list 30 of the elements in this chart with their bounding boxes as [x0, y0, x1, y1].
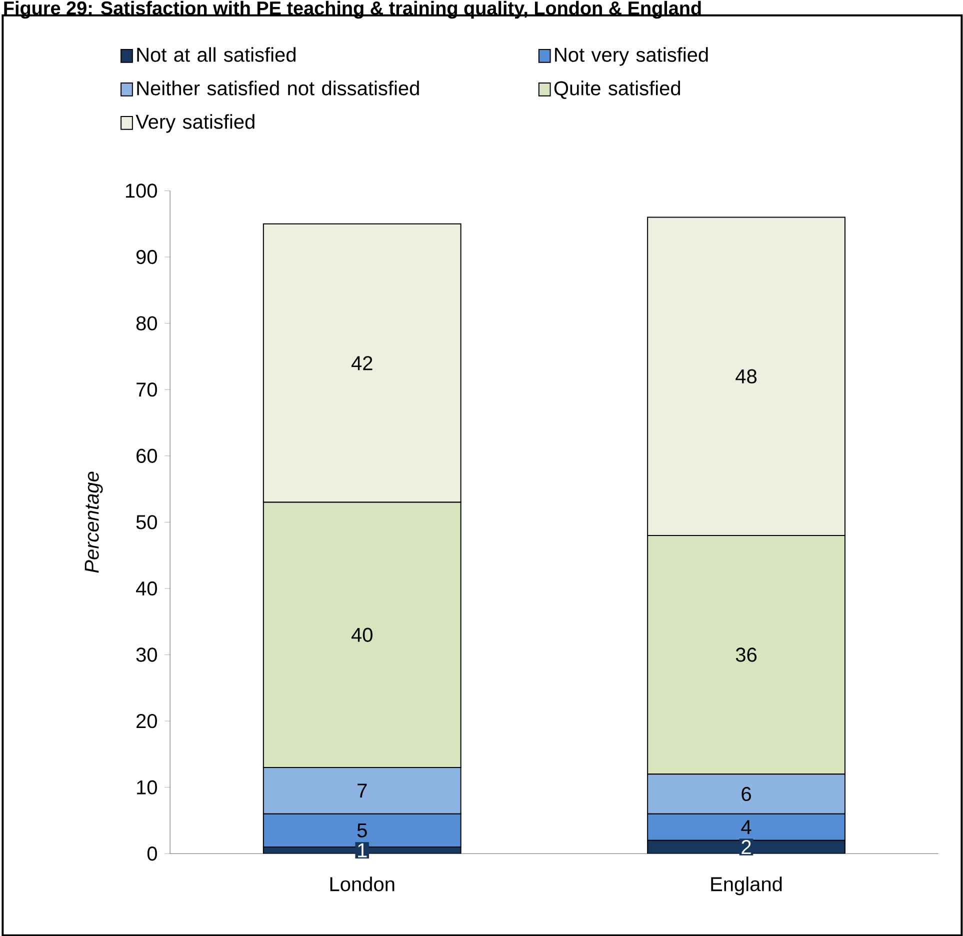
- data-label: 1: [358, 843, 367, 858]
- y-tick-label: 50: [136, 514, 157, 530]
- legend-label: Very satisfied: [136, 114, 254, 133]
- y-tick-label: 90: [136, 250, 157, 264]
- y-tick-label: 10: [137, 780, 157, 794]
- data-label: 42: [351, 356, 372, 370]
- data-label: 4: [741, 820, 752, 834]
- data-label: 36: [736, 648, 757, 662]
- y-tick-label: 100: [126, 183, 157, 198]
- data-label: 6: [742, 786, 751, 801]
- y-tick-label: 0: [147, 846, 157, 861]
- data-label: 7: [358, 784, 367, 798]
- x-tick-label: London: [330, 876, 394, 892]
- chart-title: Figure 29: Satisfaction with PE teaching & training quality, London & England: [4, 0, 701, 19]
- data-label: 5: [357, 823, 367, 838]
- y-tick-label: 40: [136, 581, 157, 596]
- legend-label: Neither satisfied not dissatisfied: [137, 80, 419, 96]
- data-label: 2: [742, 840, 751, 854]
- data-label: 40: [351, 628, 372, 642]
- data-label: 48: [736, 369, 757, 384]
- y-tick-label: 20: [136, 714, 157, 728]
- y-axis-title: Percentage: [84, 472, 103, 573]
- y-tick-label: 70: [136, 382, 157, 397]
- y-tick-label: 60: [136, 448, 157, 463]
- x-tick-label: England: [711, 876, 782, 896]
- y-tick-label: 30: [136, 648, 157, 662]
- legend-label: Quite satisfied: [554, 80, 680, 99]
- y-tick-label: 80: [136, 316, 157, 330]
- legend-label: Not at all satisfied: [137, 47, 296, 62]
- legend-label: Not very satisfied: [555, 47, 708, 66]
